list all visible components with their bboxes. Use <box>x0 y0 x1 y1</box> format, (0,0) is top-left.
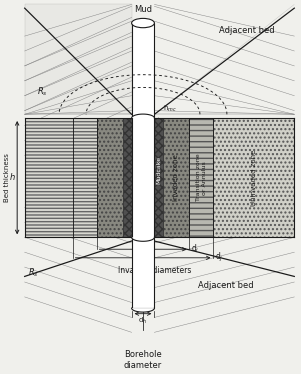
Text: h: h <box>10 173 15 182</box>
Bar <box>97 118 123 237</box>
Bar <box>189 118 213 237</box>
Text: Bed thickness: Bed thickness <box>4 153 10 202</box>
Bar <box>213 118 294 237</box>
Text: Invasion diameters: Invasion diameters <box>118 266 192 275</box>
Text: Invaded zone: Invaded zone <box>173 154 179 201</box>
Text: R$_t$: R$_t$ <box>55 171 66 184</box>
Bar <box>154 118 163 237</box>
Bar <box>25 118 97 237</box>
Text: R$_s$: R$_s$ <box>28 266 39 279</box>
Text: Adjacent bed: Adjacent bed <box>219 26 274 35</box>
Text: d$_j$: d$_j$ <box>215 251 223 264</box>
Text: h$_{mc}$: h$_{mc}$ <box>151 104 177 123</box>
Text: R$_m$: R$_m$ <box>136 27 150 39</box>
Text: Borehole
diameter: Borehole diameter <box>124 350 162 370</box>
Polygon shape <box>25 4 132 114</box>
Bar <box>132 23 154 308</box>
Text: Transition zone
or Annulus: Transition zone or Annulus <box>196 154 207 202</box>
Bar <box>163 118 189 237</box>
Text: d$_h$: d$_h$ <box>138 316 148 326</box>
Text: Adjacent bed: Adjacent bed <box>197 281 253 290</box>
Text: Uninvaded zone: Uninvaded zone <box>251 150 257 206</box>
Text: R$_{xo}$: R$_{xo}$ <box>108 171 122 184</box>
Polygon shape <box>154 4 294 114</box>
Text: Mudcake: Mudcake <box>157 156 161 184</box>
Ellipse shape <box>132 18 154 28</box>
Bar <box>123 118 132 237</box>
Text: Mud: Mud <box>134 5 152 14</box>
Text: R$_s$: R$_s$ <box>37 86 48 98</box>
Text: d$_i$: d$_i$ <box>191 243 199 255</box>
